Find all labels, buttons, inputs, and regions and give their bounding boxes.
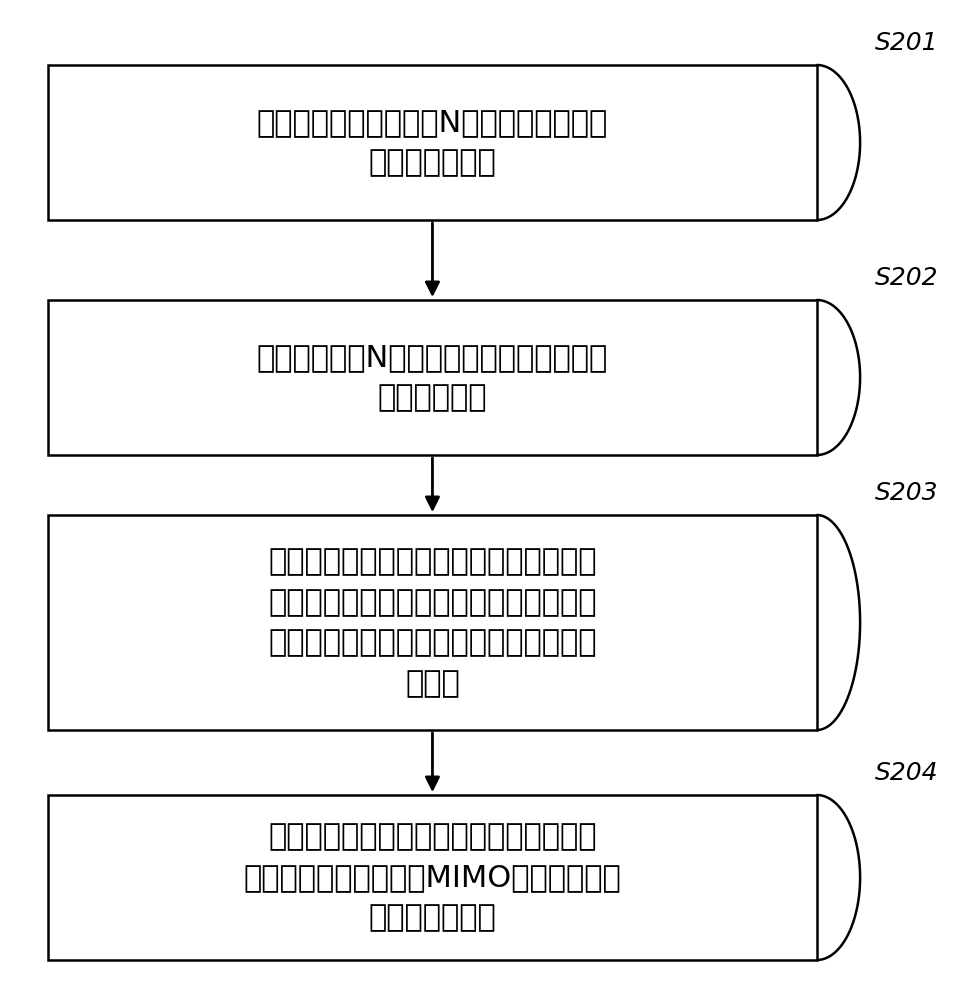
Text: 根据预编码码本，分别对各个发送时隙各
自分别对应的调制符号向量进行预编码，
得到各个发送时隙各自分别对应的发送符
号向量: 根据预编码码本，分别对各个发送时隙各 自分别对应的调制符号向量进行预编码， 得到… [268, 547, 597, 698]
Text: S204: S204 [875, 761, 938, 785]
Bar [48, 65, 817, 220]
Text: 根据待发送数据，确定N个发送时隙各自分
别对应的符号流: 根据待发送数据，确定N个发送时隙各自分 别对应的符号流 [257, 108, 608, 177]
Text: S202: S202 [875, 266, 938, 290]
Bar [48, 795, 817, 960]
Bar [48, 515, 817, 730]
Text: S201: S201 [875, 31, 938, 55]
Text: 依次将所述各个发送时隙各自分别对应的
发送符号向量，向所述MIMO传输系统中的
信号接收端发送: 依次将所述各个发送时隙各自分别对应的 发送符号向量，向所述MIMO传输系统中的 … [243, 822, 622, 932]
Text: 分别确定所述N个发送时隙各自分别对应的
发送符号向量: 分别确定所述N个发送时隙各自分别对应的 发送符号向量 [257, 343, 608, 412]
Bar [48, 300, 817, 455]
Text: S203: S203 [875, 481, 938, 505]
